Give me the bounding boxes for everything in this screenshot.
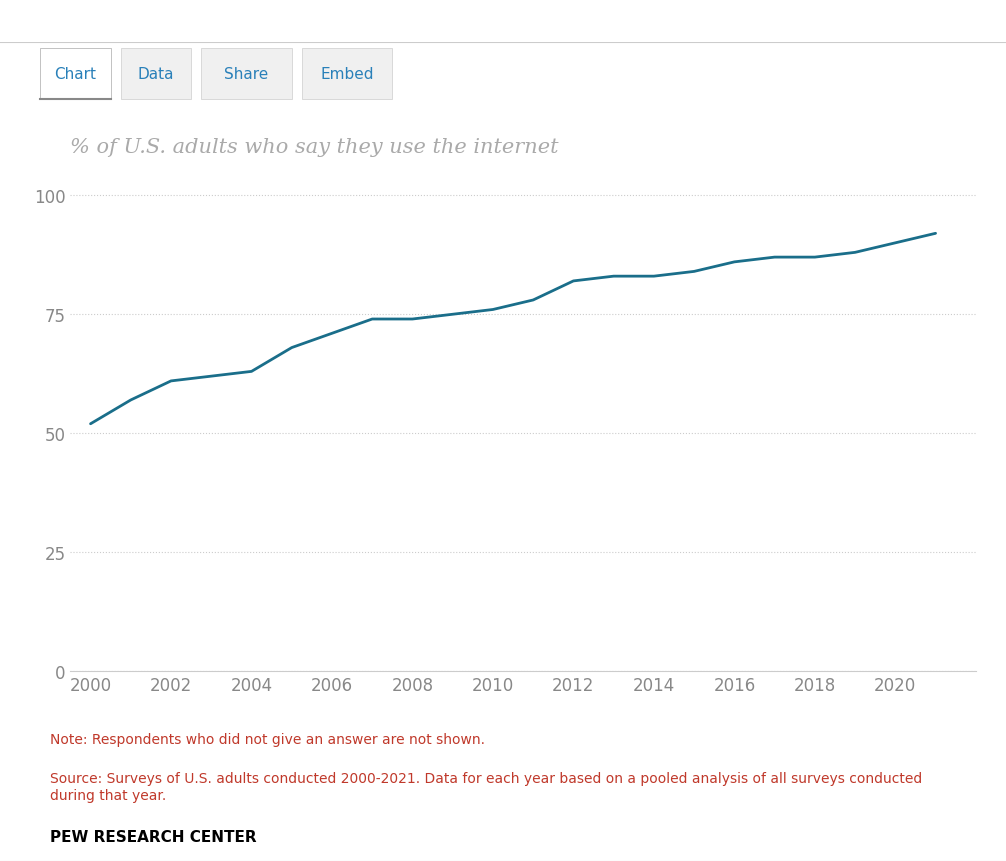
Text: Source: Surveys of U.S. adults conducted 2000-2021. Data for each year based on : Source: Surveys of U.S. adults conducted…	[50, 771, 923, 802]
Text: Embed: Embed	[320, 67, 374, 82]
Text: Chart: Chart	[54, 67, 97, 82]
FancyBboxPatch shape	[121, 49, 191, 100]
Text: Note: Respondents who did not give an answer are not shown.: Note: Respondents who did not give an an…	[50, 732, 485, 746]
Text: Data: Data	[138, 67, 174, 82]
Text: % of U.S. adults who say they use the internet: % of U.S. adults who say they use the in…	[70, 138, 559, 157]
FancyBboxPatch shape	[40, 49, 111, 100]
FancyBboxPatch shape	[302, 49, 392, 100]
Text: Share: Share	[224, 67, 269, 82]
Text: PEW RESEARCH CENTER: PEW RESEARCH CENTER	[50, 829, 257, 844]
FancyBboxPatch shape	[201, 49, 292, 100]
